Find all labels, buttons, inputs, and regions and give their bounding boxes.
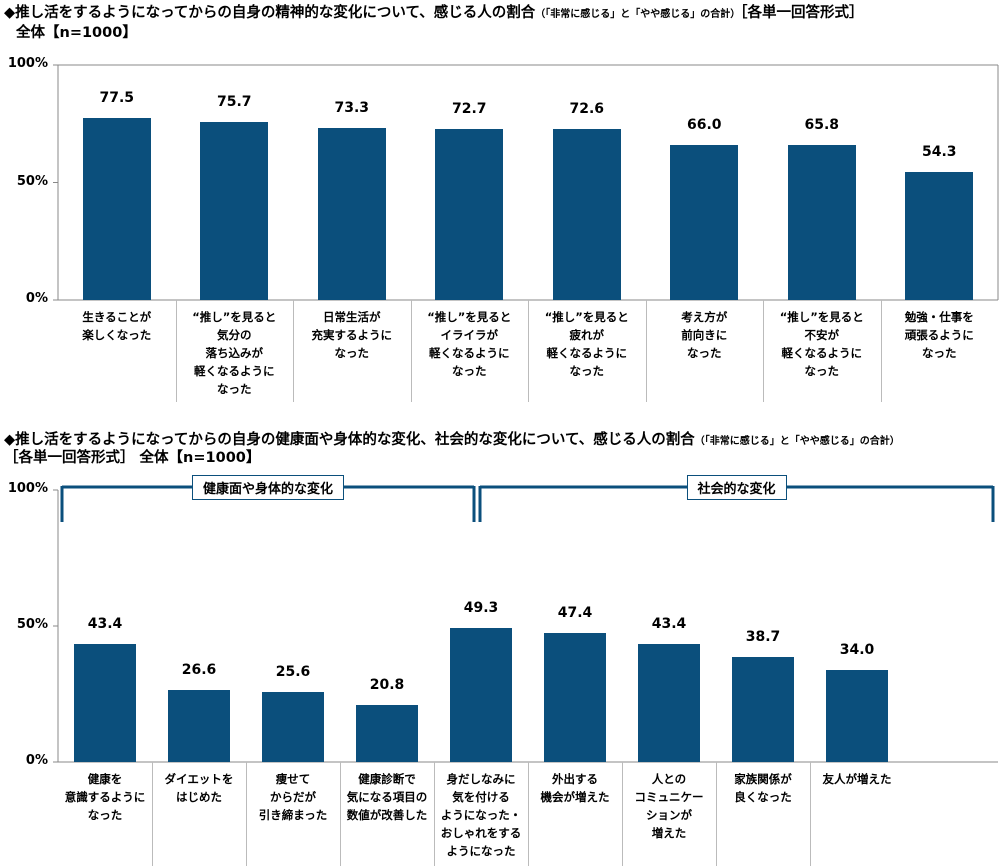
category-label: 勉強・仕事を 頑張るように なった: [904, 310, 974, 360]
category-separator: [340, 762, 341, 866]
bar: [74, 643, 136, 762]
data-label: 66.0: [686, 116, 722, 133]
bar: [168, 689, 230, 762]
y-tick-label: 100%: [7, 481, 48, 496]
bar: [732, 656, 794, 762]
category-label: 人との コミュニケー ションが 増えた: [634, 772, 704, 840]
bar: [670, 144, 739, 300]
bar: [552, 129, 621, 300]
data-label: 25.6: [275, 664, 311, 681]
category-label: “推し”を見ると 不安が 軽くなるように なった: [779, 310, 864, 378]
category-label: 考え方が 前向きに なった: [681, 310, 728, 360]
data-label: 38.7: [745, 628, 781, 645]
y-tick-label: 100%: [7, 56, 48, 71]
category-separator: [810, 762, 811, 866]
chart1-subtitle: 全体【n=1000】: [16, 25, 137, 41]
category-separator: [528, 300, 529, 402]
chart2-title: ◆推し活をするようになってからの自身の健康面や身体的な変化、社会的な変化について…: [4, 432, 900, 448]
data-label: 77.5: [99, 89, 135, 106]
category-separator: [246, 762, 247, 866]
data-label: 43.4: [87, 615, 123, 632]
y-tick-label: 50%: [16, 617, 48, 632]
y-tick-label: 0%: [25, 753, 48, 768]
category-separator: [763, 300, 764, 402]
category-label: “推し”を見ると 疲れが 軽くなるように なった: [544, 310, 629, 378]
data-label: 65.8: [804, 117, 840, 134]
category-label: 友人が増えた: [822, 772, 892, 786]
data-label: 72.6: [569, 101, 605, 118]
data-label: 72.7: [451, 101, 487, 118]
category-label: “推し”を見ると 気分の 落ち込みが 軽くなるように なった: [192, 310, 277, 396]
bar: [826, 669, 888, 762]
category-label: 家族関係が 良くなった: [734, 772, 792, 804]
bar: [317, 127, 386, 300]
category-separator: [152, 762, 153, 866]
chart1-title: ◆推し活をするようになってからの自身の精神的な変化について、感じる人の割合（「非…: [4, 5, 864, 21]
bar: [544, 633, 606, 762]
bar: [262, 692, 324, 762]
bar: [82, 117, 151, 300]
group-label: 社会的な変化: [686, 475, 787, 500]
data-label: 47.4: [557, 605, 593, 622]
category-label: 身だしなみに 気を付ける ようになった・ おしゃれをする ようになった: [440, 772, 522, 858]
data-label: 49.3: [463, 599, 499, 616]
category-separator: [293, 300, 294, 402]
bar: [787, 145, 856, 300]
bar: [435, 129, 504, 300]
category-label: 生きることが 楽しくなった: [82, 310, 152, 342]
category-separator: [528, 762, 529, 866]
bar: [200, 122, 269, 300]
bar: [638, 643, 700, 762]
category-separator: [880, 300, 882, 402]
category-label: 痩せて からだが 引き締まった: [258, 772, 328, 822]
category-label: 健康診断で 気になる項目の 数値が改善した: [346, 772, 428, 822]
category-separator: [434, 762, 435, 866]
bar: [905, 172, 974, 300]
bar: [356, 705, 418, 762]
category-separator: [645, 300, 647, 402]
category-label: ダイエットを はじめた: [164, 772, 234, 804]
category-label: 日常生活が 充実するように なった: [311, 310, 393, 360]
category-label: 外出する 機会が増えた: [540, 772, 610, 804]
y-tick-label: 0%: [25, 291, 48, 306]
data-label: 75.7: [216, 94, 252, 111]
bar: [450, 627, 512, 762]
category-separator: [175, 300, 177, 402]
category-label: 健康を 意識するように なった: [64, 772, 146, 822]
y-tick-label: 50%: [16, 173, 48, 189]
data-label: 26.6: [181, 661, 217, 678]
data-label: 20.8: [369, 677, 405, 694]
data-label: 34.0: [839, 641, 875, 658]
chart2-subtitle: ［各単一回答形式］ 全体【n=1000】: [4, 450, 261, 466]
data-label: 54.3: [921, 144, 957, 161]
category-separator: [622, 762, 623, 866]
category-label: “推し”を見ると イライラが 軽くなるように なった: [427, 310, 512, 378]
data-label: 43.4: [651, 615, 687, 632]
category-separator: [410, 300, 412, 402]
group-label: 健康面や身体的な変化: [191, 475, 345, 500]
category-separator: [716, 762, 717, 866]
data-label: 73.3: [334, 99, 370, 116]
